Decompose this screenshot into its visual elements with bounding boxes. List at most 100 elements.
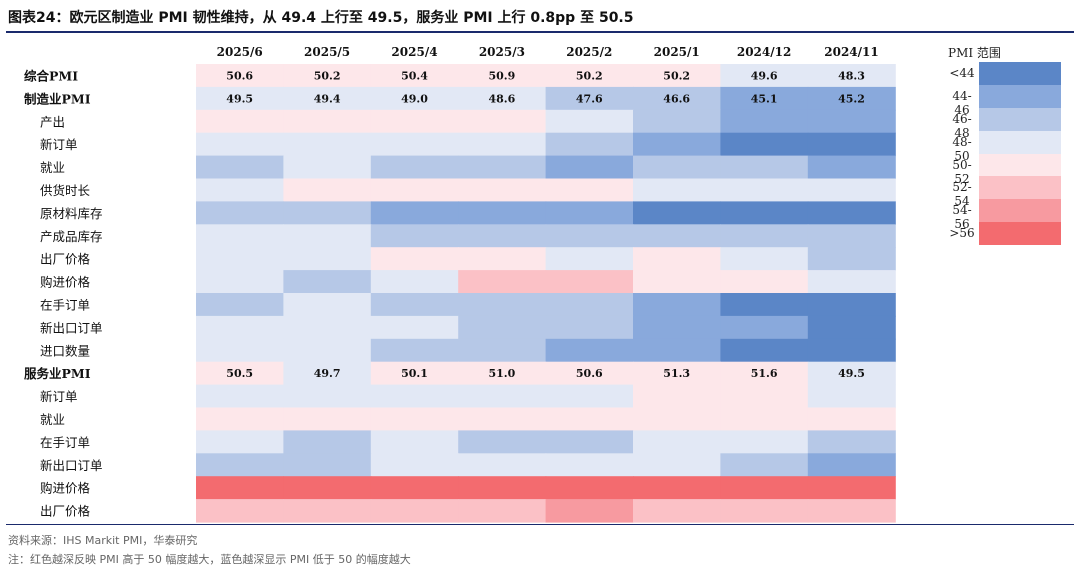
row-label: 就业 [40, 160, 65, 175]
heatmap-cell [807, 64, 896, 88]
heatmap-cell [458, 384, 547, 409]
heatmap-cell [283, 338, 372, 363]
cell-value-label: 51.0 [489, 367, 516, 380]
heatmap-cell [633, 361, 721, 386]
heatmap-cell [720, 384, 809, 409]
heatmap-cell [545, 407, 634, 431]
heatmap-cell [633, 247, 721, 271]
bottom-rule [6, 524, 1074, 525]
row-label: 新订单 [40, 389, 78, 404]
heatmap-cell [545, 201, 634, 225]
heatmap-cell [545, 476, 634, 500]
heatmap-cell [458, 64, 547, 88]
legend-label: 46-48 [952, 111, 972, 140]
heatmap-cell [633, 293, 721, 317]
heatmap-cell [720, 201, 809, 225]
heatmap-cell [545, 132, 634, 157]
cell-value-label: 50.2 [663, 69, 690, 82]
heatmap-cell [545, 224, 634, 248]
heatmap-cell [458, 476, 547, 500]
heatmap-cell [283, 476, 372, 500]
row-label: 原材料库存 [40, 206, 103, 221]
legend-swatch [979, 130, 1061, 154]
heatmap-cell [370, 178, 459, 202]
legend-item: 46-48 [948, 107, 1068, 140]
cell-value-label: 49.0 [401, 92, 428, 105]
heatmap-cell [196, 361, 284, 386]
legend-swatch [979, 153, 1061, 177]
heatmap-cell [283, 86, 372, 111]
heatmap-cell [720, 430, 809, 454]
heatmap-cell [633, 407, 721, 431]
heatmap-cell [196, 224, 284, 248]
legend-swatch [979, 199, 1061, 223]
heatmap-cell [283, 499, 372, 523]
heatmap-cell [370, 361, 459, 386]
heatmap-cell [283, 384, 372, 409]
heatmap-cell [370, 476, 459, 500]
heatmap-cell [283, 224, 372, 248]
heatmap-cell [807, 132, 896, 157]
heatmap-cell [807, 224, 896, 248]
heatmap-cell [370, 384, 459, 409]
heatmap-cell [458, 132, 547, 157]
legend-label: 48-50 [952, 134, 972, 163]
row-label: 制造业PMI [24, 91, 91, 106]
heatmap-cell [545, 86, 634, 111]
heatmap-cell [370, 499, 459, 523]
heatmap-cell [807, 338, 896, 363]
legend-item: >56 [948, 222, 1068, 246]
cell-value-label: 45.1 [751, 92, 778, 105]
heatmap-cell [196, 155, 284, 180]
heatmap-cell [283, 64, 372, 88]
heatmap-cell [370, 453, 459, 477]
legend-title: PMI 范围 [948, 46, 1001, 60]
cell-value-label: 46.6 [663, 92, 690, 105]
heatmap-cell [720, 407, 809, 431]
heatmap-cell [720, 361, 809, 386]
heatmap-cell [370, 64, 459, 88]
heatmap-cell [545, 499, 634, 523]
heatmap-cell [458, 407, 547, 431]
heatmap-cell [545, 384, 634, 409]
heatmap-cell [458, 293, 547, 317]
heatmap-cell [458, 361, 547, 386]
note-text: 注：红色越深反映 PMI 高于 50 幅度越大，蓝色越深显示 PMI 低于 50… [8, 553, 411, 566]
heatmap-cell [458, 499, 547, 523]
heatmap-cell [720, 64, 809, 88]
heatmap-cell [370, 430, 459, 454]
cell-value-label: 50.6 [576, 367, 603, 380]
legend-item: 52-54 [948, 176, 1068, 208]
heatmap-cell [196, 270, 284, 294]
heatmap-cell [458, 178, 547, 202]
heatmap-cell [196, 315, 284, 340]
heatmap-cell [807, 270, 896, 294]
heatmap-cell [633, 224, 721, 248]
cell-value-label: 51.6 [751, 367, 778, 380]
cell-value-label: 49.6 [751, 69, 778, 82]
heatmap-cell [370, 407, 459, 431]
heatmap-cell [807, 155, 896, 180]
heatmap-cell [807, 453, 896, 477]
chart-title: 图表24：欧元区制造业 PMI 韧性维持，从 49.4 上行至 49.5，服务业… [8, 10, 634, 26]
heatmap-cell [370, 338, 459, 363]
heatmap-cell [720, 315, 809, 340]
cell-value-label: 50.2 [576, 69, 603, 82]
heatmap-cell [283, 201, 372, 225]
heatmap-cell [196, 476, 284, 500]
heatmap-cell [370, 224, 459, 248]
heatmap-cell [720, 499, 809, 523]
heatmap-cell [283, 109, 372, 134]
heatmap-cell [283, 361, 372, 386]
heatmap-cell [370, 109, 459, 134]
heatmap-cell [633, 430, 721, 454]
heatmap-cell [807, 86, 896, 111]
heatmap-cell [196, 178, 284, 202]
heatmap-cell [633, 178, 721, 202]
heatmap-cell [807, 384, 896, 409]
heatmap-cell [458, 86, 547, 111]
heatmap-cell [283, 407, 372, 431]
heatmap-cell [196, 293, 284, 317]
row-label: 在手订单 [40, 297, 90, 312]
cell-value-label: 50.4 [401, 69, 428, 82]
